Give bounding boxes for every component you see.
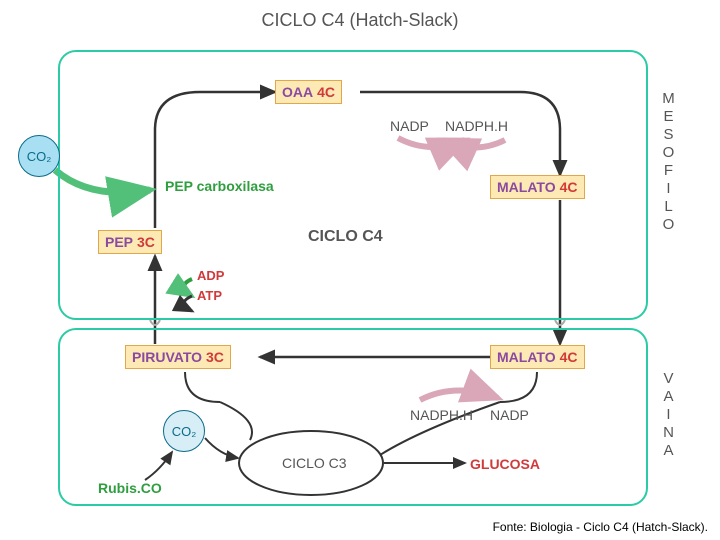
malato-top-box: MALATO 4C — [490, 175, 585, 199]
malato-bot-label: MALATO — [497, 349, 556, 365]
piruvato-box: PIRUVATO 3C — [125, 345, 231, 369]
mesophyll-label: MESOFILO — [660, 90, 677, 234]
pep-label: PEP — [105, 234, 133, 250]
pep-carboxilasa-label: PEP carboxilasa — [165, 178, 274, 194]
cycle-c4-label: CICLO C4 — [308, 228, 383, 246]
nadph-top-label: NADPH.H — [445, 118, 508, 134]
malato-bot-box: MALATO 4C — [490, 345, 585, 369]
nadp-bot-label: NADP — [490, 407, 529, 423]
diagram-title: CICLO C4 (Hatch-Slack) — [10, 10, 710, 31]
piruvato-label: PIRUVATO — [132, 349, 202, 365]
sheath-label: VAINA — [660, 370, 677, 460]
adp-label: ADP — [197, 268, 224, 283]
co2-top: CO₂ — [18, 135, 60, 177]
oaa-label: OAA — [282, 84, 313, 100]
malato-bot-count: 4C — [560, 349, 578, 365]
malato-top-count: 4C — [560, 179, 578, 195]
oaa-count: 4C — [317, 84, 335, 100]
atp-label: ATP — [197, 288, 222, 303]
glucosa-label: GLUCOSA — [470, 456, 540, 472]
oaa-box: OAA 4C — [275, 80, 342, 104]
nadp-top-label: NADP — [390, 118, 429, 134]
pep-count: 3C — [137, 234, 155, 250]
malato-top-label: MALATO — [497, 179, 556, 195]
rubisco-label: Rubis.CO — [98, 480, 162, 496]
nadph-bot-label: NADPH.H — [410, 407, 473, 423]
piruvato-count: 3C — [206, 349, 224, 365]
cycle-c3-label: CICLO C3 — [282, 455, 347, 471]
co2-bottom: CO₂ — [163, 410, 205, 452]
pep-box: PEP 3C — [98, 230, 162, 254]
source-citation: Fonte: Biologia - Ciclo C4 (Hatch-Slack)… — [493, 520, 708, 534]
